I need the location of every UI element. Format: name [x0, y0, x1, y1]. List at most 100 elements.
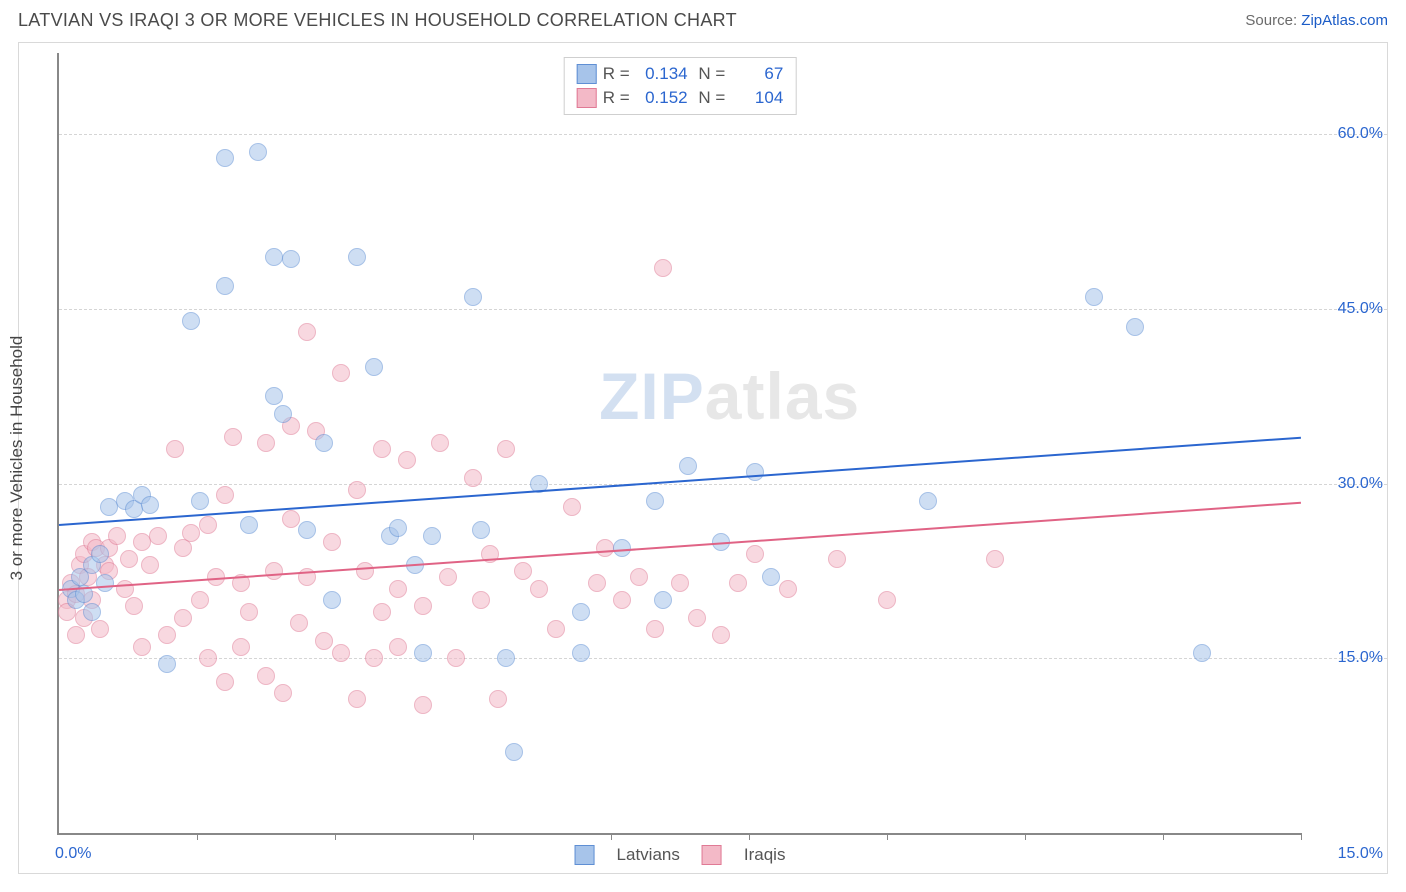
- scatter-point: [257, 434, 275, 452]
- x-axis-min-label: 0.0%: [55, 845, 91, 863]
- scatter-point: [746, 545, 764, 563]
- trend-line: [59, 437, 1301, 527]
- source-link[interactable]: ZipAtlas.com: [1301, 12, 1388, 29]
- n-value-latvians: 67: [731, 62, 783, 86]
- scatter-point: [332, 364, 350, 382]
- legend-swatch-iraqis: [702, 845, 722, 865]
- scatter-point: [356, 562, 374, 580]
- scatter-point: [423, 527, 441, 545]
- scatter-point: [878, 591, 896, 609]
- scatter-point: [323, 591, 341, 609]
- scatter-point: [224, 428, 242, 446]
- scatter-point: [646, 620, 664, 638]
- scatter-point: [1193, 644, 1211, 662]
- scatter-point: [348, 481, 366, 499]
- scatter-point: [729, 574, 747, 592]
- scatter-point: [389, 638, 407, 656]
- scatter-point: [472, 591, 490, 609]
- scatter-point: [91, 620, 109, 638]
- correlation-legend: R = 0.134 N = 67 R = 0.152 N = 104: [564, 57, 797, 115]
- scatter-point: [373, 603, 391, 621]
- x-axis-max-label: 15.0%: [1338, 845, 1383, 863]
- scatter-point: [613, 539, 631, 557]
- scatter-point: [240, 603, 258, 621]
- x-tick: [749, 833, 750, 840]
- scatter-point: [108, 527, 126, 545]
- gridline: [59, 134, 1387, 135]
- scatter-point: [133, 638, 151, 656]
- scatter-point: [290, 614, 308, 632]
- scatter-point: [182, 312, 200, 330]
- watermark-zip: ZIP: [599, 359, 705, 433]
- scatter-point: [96, 574, 114, 592]
- scatter-point: [348, 690, 366, 708]
- scatter-point: [414, 696, 432, 714]
- scatter-point: [265, 248, 283, 266]
- legend-swatch-latvians: [575, 845, 595, 865]
- scatter-point: [588, 574, 606, 592]
- scatter-point: [712, 626, 730, 644]
- scatter-point: [240, 516, 258, 534]
- scatter-point: [464, 288, 482, 306]
- scatter-point: [182, 524, 200, 542]
- chart-title: LATVIAN VS IRAQI 3 OR MORE VEHICLES IN H…: [18, 10, 737, 31]
- scatter-point: [373, 440, 391, 458]
- scatter-point: [365, 649, 383, 667]
- scatter-point: [249, 143, 267, 161]
- scatter-point: [216, 673, 234, 691]
- scatter-point: [216, 149, 234, 167]
- scatter-point: [282, 250, 300, 268]
- scatter-point: [919, 492, 937, 510]
- scatter-point: [389, 580, 407, 598]
- scatter-point: [125, 597, 143, 615]
- y-tick-label: 30.0%: [1338, 475, 1383, 493]
- scatter-point: [298, 521, 316, 539]
- scatter-point: [1126, 318, 1144, 336]
- legend-label-iraqis: Iraqis: [744, 845, 786, 865]
- x-tick: [1301, 833, 1302, 840]
- scatter-point: [505, 743, 523, 761]
- scatter-point: [489, 690, 507, 708]
- scatter-point: [274, 684, 292, 702]
- source-attribution: Source: ZipAtlas.com: [1245, 12, 1388, 29]
- scatter-point: [257, 667, 275, 685]
- scatter-point: [298, 323, 316, 341]
- scatter-point: [654, 591, 672, 609]
- y-axis-label: 3 or more Vehicles in Household: [7, 336, 27, 581]
- scatter-point: [646, 492, 664, 510]
- scatter-point: [348, 248, 366, 266]
- scatter-point: [572, 644, 590, 662]
- scatter-point: [398, 451, 416, 469]
- scatter-point: [141, 556, 159, 574]
- header-bar: LATVIAN VS IRAQI 3 OR MORE VEHICLES IN H…: [0, 0, 1406, 39]
- scatter-point: [514, 562, 532, 580]
- n-value-iraqis: 104: [731, 86, 783, 110]
- scatter-point: [232, 638, 250, 656]
- x-tick: [473, 833, 474, 840]
- correlation-row-iraqis: R = 0.152 N = 104: [577, 86, 784, 110]
- x-tick: [611, 833, 612, 840]
- scatter-point: [274, 405, 292, 423]
- scatter-point: [282, 510, 300, 528]
- scatter-point: [199, 649, 217, 667]
- r-value-latvians: 0.134: [636, 62, 688, 86]
- scatter-point: [149, 527, 167, 545]
- scatter-point: [216, 486, 234, 504]
- scatter-point: [688, 609, 706, 627]
- scatter-point: [199, 516, 217, 534]
- scatter-point: [530, 580, 548, 598]
- scatter-point: [779, 580, 797, 598]
- y-tick-label: 60.0%: [1338, 125, 1383, 143]
- scatter-point: [265, 562, 283, 580]
- scatter-point: [762, 568, 780, 586]
- gridline: [59, 309, 1387, 310]
- scatter-point: [332, 644, 350, 662]
- scatter-point: [191, 591, 209, 609]
- scatter-point: [439, 568, 457, 586]
- scatter-point: [596, 539, 614, 557]
- scatter-point: [158, 655, 176, 673]
- y-tick-label: 45.0%: [1338, 300, 1383, 318]
- r-value-iraqis: 0.152: [636, 86, 688, 110]
- chart-frame: 3 or more Vehicles in Household ZIPatlas…: [18, 42, 1388, 874]
- scatter-point: [828, 550, 846, 568]
